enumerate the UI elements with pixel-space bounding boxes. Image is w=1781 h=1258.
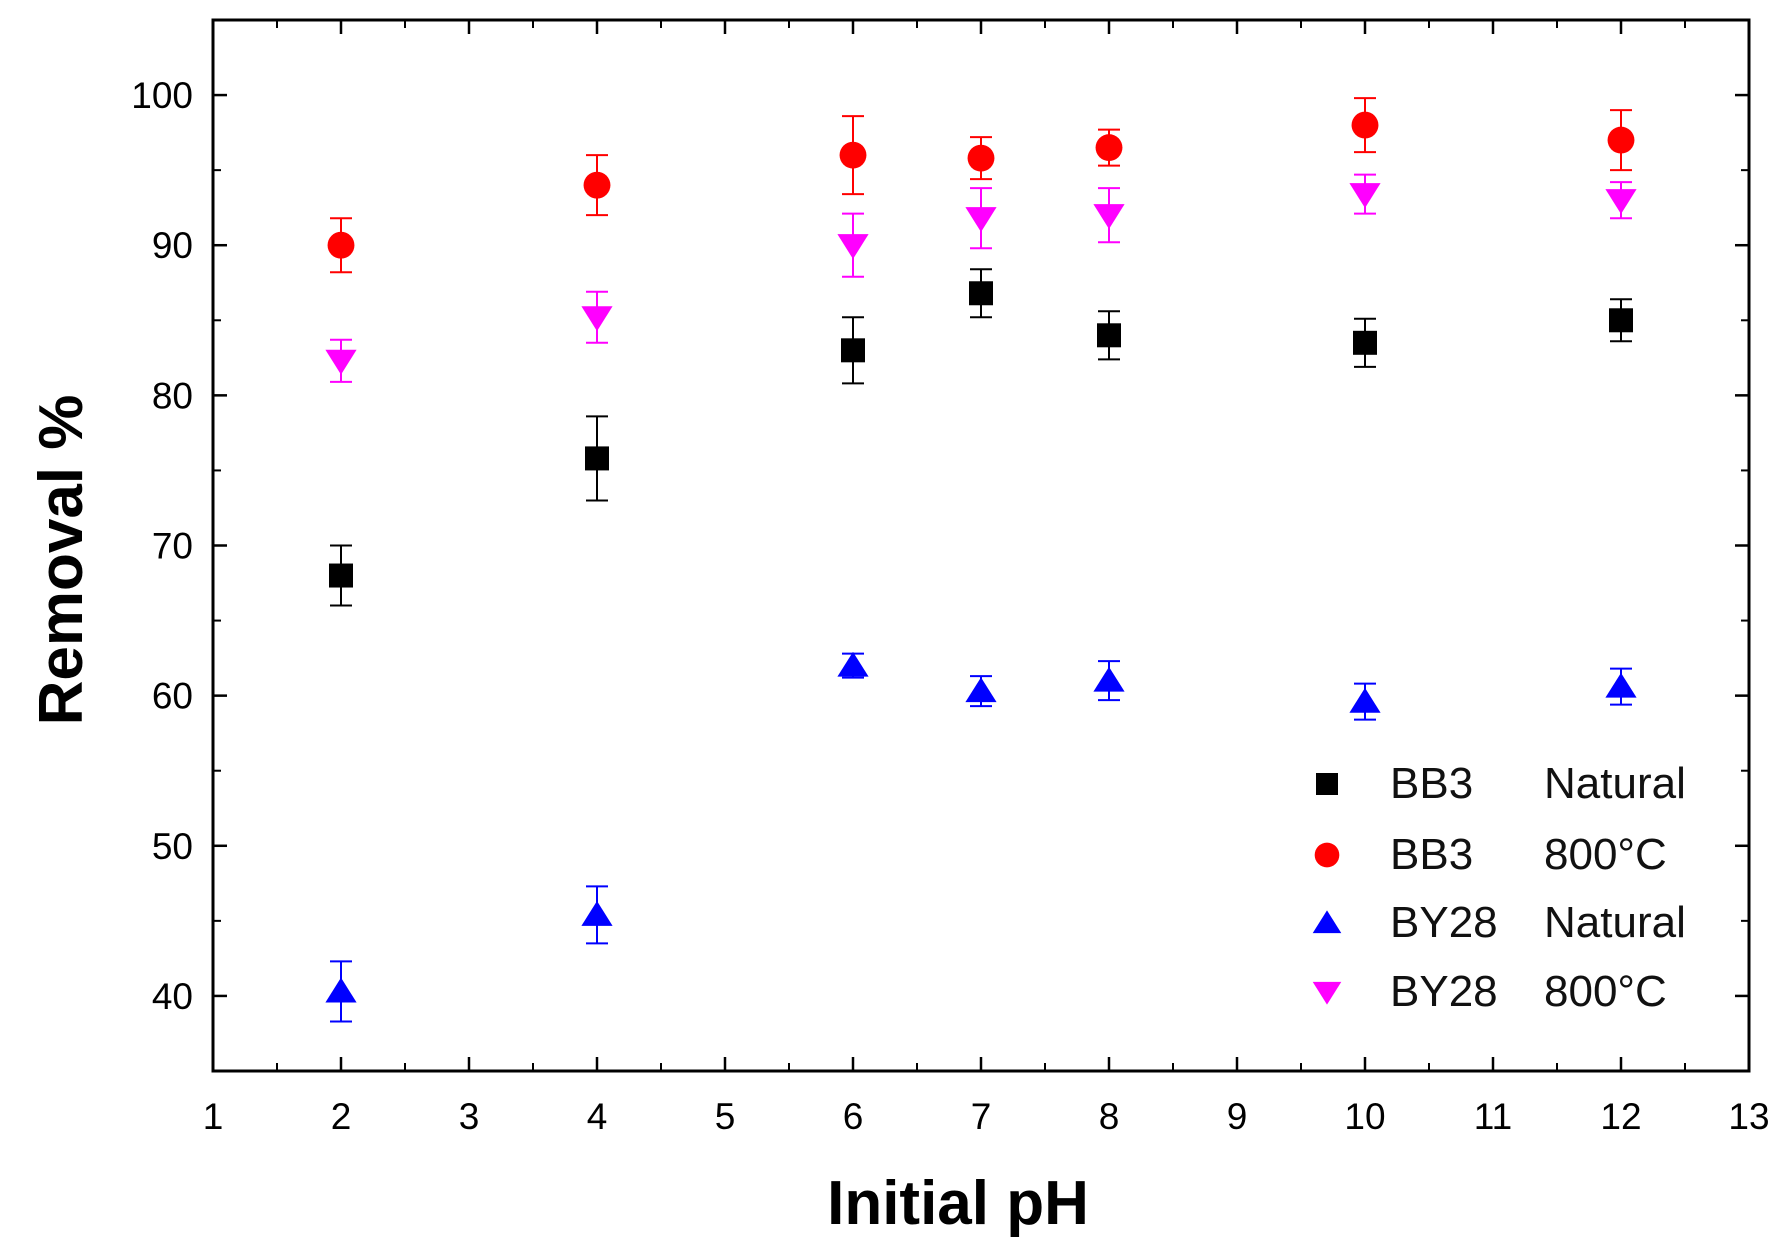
y-tick-label: 100 bbox=[131, 75, 193, 116]
data-point bbox=[1095, 134, 1123, 162]
legend-series-name: BY28 bbox=[1390, 967, 1498, 1016]
series-1 bbox=[327, 97, 1635, 274]
x-tick-label: 3 bbox=[459, 1096, 480, 1137]
legend-series-name: BY28 bbox=[1390, 898, 1498, 947]
legend-series-condition: 800°C bbox=[1544, 830, 1667, 879]
data-point bbox=[839, 141, 867, 169]
y-tick-label: 60 bbox=[152, 676, 193, 717]
data-point bbox=[969, 281, 993, 306]
legend-series-condition: 800°C bbox=[1544, 967, 1667, 1016]
data-point bbox=[327, 231, 355, 259]
data-point bbox=[585, 446, 609, 471]
y-tick-label: 70 bbox=[152, 526, 193, 567]
data-point bbox=[837, 234, 869, 260]
legend: BB3 Natural BB3 800°C BY28 Natural BY28 800°C bbox=[1312, 759, 1686, 1016]
data-point bbox=[1093, 204, 1125, 229]
x-tick-label: 13 bbox=[1728, 1096, 1769, 1137]
x-tick-label: 6 bbox=[843, 1096, 864, 1137]
data-point bbox=[581, 901, 613, 926]
data-point bbox=[1605, 672, 1637, 698]
legend-series-condition: Natural bbox=[1544, 759, 1686, 808]
data-point bbox=[965, 207, 997, 232]
legend-marker bbox=[1312, 981, 1342, 1005]
x-tick-label: 11 bbox=[1474, 1096, 1512, 1137]
data-point bbox=[581, 306, 613, 332]
data-point bbox=[1351, 111, 1379, 139]
x-tick-label: 7 bbox=[971, 1096, 992, 1137]
data-point bbox=[1353, 330, 1377, 355]
legend-series-name: BB3 bbox=[1390, 759, 1473, 808]
series-0 bbox=[329, 268, 1633, 607]
data-point bbox=[841, 338, 865, 363]
data-markers bbox=[325, 97, 1637, 1023]
y-axis-title: Removal % bbox=[27, 395, 96, 726]
data-point bbox=[325, 977, 357, 1003]
x-tick-label: 9 bbox=[1227, 1096, 1248, 1137]
data-point bbox=[967, 144, 995, 172]
data-point bbox=[1349, 687, 1381, 713]
legend-marker bbox=[1314, 842, 1340, 868]
data-point bbox=[965, 677, 997, 703]
legend-series-name: BB3 bbox=[1390, 830, 1473, 879]
legend-marker bbox=[1312, 910, 1342, 934]
data-point bbox=[583, 171, 611, 199]
series-3 bbox=[325, 173, 1637, 383]
y-tick-label: 80 bbox=[152, 375, 193, 416]
y-tick-label: 90 bbox=[152, 225, 193, 266]
x-tick-label: 8 bbox=[1099, 1096, 1120, 1137]
x-axis-title: Initial pH bbox=[827, 1169, 1089, 1238]
data-point bbox=[325, 349, 357, 375]
data-point bbox=[1605, 189, 1637, 214]
data-point bbox=[1097, 323, 1121, 348]
data-point bbox=[1349, 183, 1381, 208]
y-tick-label: 40 bbox=[152, 976, 193, 1017]
x-tick-label: 10 bbox=[1344, 1096, 1385, 1137]
x-tick-label: 12 bbox=[1600, 1096, 1641, 1137]
x-tick-label: 4 bbox=[587, 1096, 608, 1137]
data-point bbox=[329, 563, 353, 588]
data-point bbox=[1093, 666, 1125, 692]
data-point bbox=[1607, 126, 1635, 154]
legend-marker bbox=[1316, 773, 1338, 795]
x-tick-label: 1 bbox=[203, 1096, 224, 1137]
data-point bbox=[1609, 308, 1633, 333]
data-point bbox=[837, 651, 869, 677]
legend-series-condition: Natural bbox=[1544, 898, 1686, 947]
y-tick-label: 50 bbox=[152, 826, 193, 867]
series-2 bbox=[325, 651, 1637, 1023]
x-tick-label: 5 bbox=[715, 1096, 736, 1137]
x-tick-label: 2 bbox=[331, 1096, 352, 1137]
